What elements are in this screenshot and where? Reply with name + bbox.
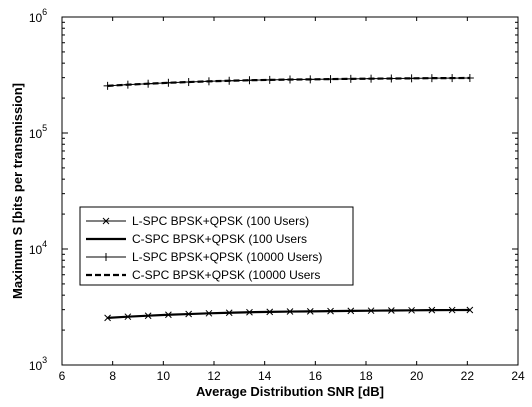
legend-label: L-SPC BPSK+QPSK (100 Users) — [132, 214, 309, 228]
plot-area — [61, 16, 519, 366]
x-tick-label: 24 — [511, 369, 525, 383]
x-axis-ticks: 6 8 10 12 14 16 18 20 22 24 — [59, 17, 525, 383]
x-tick-label: 14 — [258, 369, 272, 383]
series-line — [107, 76, 470, 87]
y-axis-ticks: 103 104 105 106 — [29, 7, 518, 373]
data-point-marker — [104, 314, 111, 322]
x-tick-label: 16 — [309, 369, 323, 383]
series-2 — [107, 308, 470, 319]
x-axis-label: Average Distribution SNR [dB] — [196, 384, 384, 399]
series-4 — [107, 76, 470, 87]
legend: L-SPC BPSK+QPSK (100 Users) C-SPC BPSK+QP… — [79, 206, 354, 286]
x-tick-label: 20 — [410, 369, 424, 383]
y-tick-label: 104 — [29, 239, 47, 257]
x-tick-label: 22 — [461, 369, 475, 383]
legend-label: C-SPC BPSK+QPSK (10000 Users — [132, 268, 320, 282]
x-tick-label: 18 — [359, 369, 373, 383]
legend-label: C-SPC BPSK+QPSK (100 Users — [132, 232, 307, 246]
x-tick-label: 8 — [109, 369, 116, 383]
x-tick-label: 12 — [207, 369, 221, 383]
y-tick-label: 105 — [29, 123, 47, 141]
y-tick-label: 106 — [29, 7, 47, 25]
legend-box — [79, 206, 354, 286]
legend-marker — [102, 217, 110, 225]
legend-label: L-SPC BPSK+QPSK (10000 Users) — [132, 250, 322, 264]
y-tick-label: 103 — [29, 355, 47, 373]
x-tick-label: 6 — [59, 369, 66, 383]
series-line — [107, 308, 470, 319]
series-layer — [103, 73, 474, 322]
y-axis-label: Maximum S [bits per transmission] — [10, 83, 25, 299]
x-tick-label: 10 — [157, 369, 171, 383]
